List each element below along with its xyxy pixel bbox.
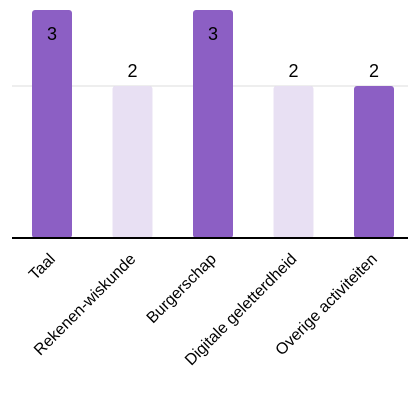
bar-4 (354, 86, 394, 238)
value-label-4: 2 (369, 61, 379, 81)
tick-label-0: Taal (26, 251, 59, 284)
value-label-2: 3 (208, 24, 218, 44)
bar-0 (32, 10, 72, 238)
value-label-1: 2 (127, 61, 137, 81)
tick-label-2: Burgerschap (144, 251, 220, 327)
bar-1 (112, 86, 153, 238)
value-labels: 3 2 3 2 2 (47, 24, 379, 81)
bar-3 (273, 86, 314, 238)
value-label-3: 2 (288, 61, 298, 81)
value-label-0: 3 (47, 24, 57, 44)
bars (32, 10, 394, 238)
bar-2 (193, 10, 233, 238)
